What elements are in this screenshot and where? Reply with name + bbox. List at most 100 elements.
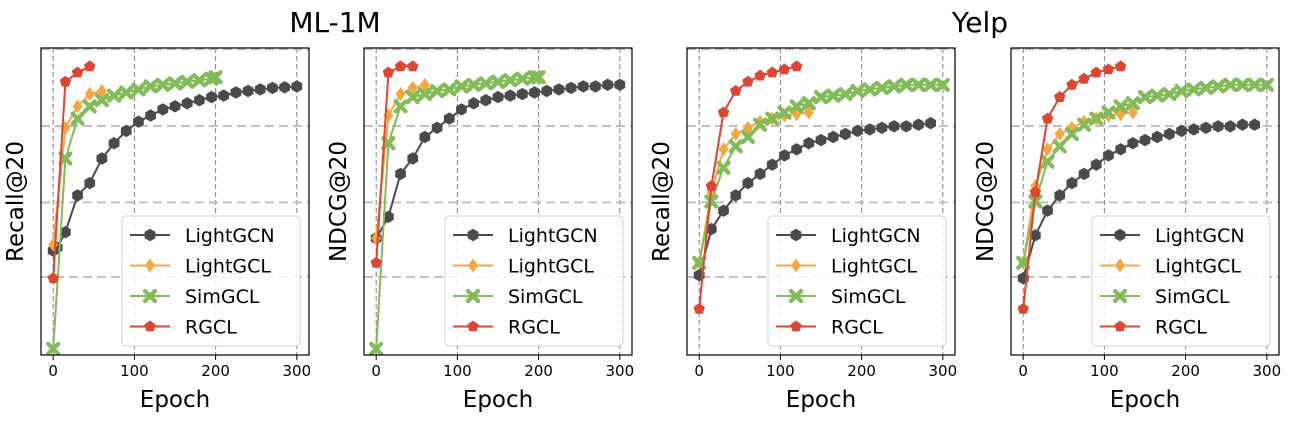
data-point-simgcl [478,76,493,91]
legend: LightGCN LightGCL SimGCL RGCL [121,215,301,347]
data-point-lightgcn [419,130,431,144]
chart-panel-2: 0 100 200 300 Epoch NDCG@20 LightGCN LightGCL Si… [326,47,634,413]
x-tick-label: 100 [766,362,795,380]
legend-label: RGCL [1155,317,1207,339]
data-point-lightgcl [803,105,814,120]
data-point-simgcl [1223,77,1238,92]
legend-marker-lightgcl [145,258,155,273]
x-tick-label: 100 [120,362,149,380]
data-point-lightgcn [803,137,815,150]
data-point-simgcl [1210,79,1226,94]
legend-label: LightGCL [508,256,594,278]
legend-marker-lightgcl [791,258,801,273]
legend-label: SimGCL [831,286,906,308]
data-point-simgcl [1101,105,1116,120]
legend-marker-simgcl [142,288,158,304]
series-simgcl [46,70,223,355]
data-point-lightgcn [541,84,553,98]
data-point-lightgcn [1054,189,1066,202]
data-point-lightgcn [181,97,193,110]
data-point-simgcl [442,82,457,97]
data-point-simgcl [777,105,792,120]
data-point-rgcl [754,69,766,81]
data-point-lightgcn [577,80,589,93]
data-point-lightgcn [529,86,540,99]
data-point-lightgcl [84,87,95,102]
data-point-lightgcn [1078,167,1090,181]
data-point-lightgcn [1237,118,1248,131]
chart-panel-3: 0 100 200 300 Epoch Recall@20 LightGCN LightGCL… [649,47,957,413]
data-point-simgcl [1064,126,1080,142]
data-point-lightgcn [1090,158,1102,171]
legend-entry-simgcl: SimGCL [453,286,583,308]
data-point-lightgcl [1054,126,1065,141]
data-point-simgcl [826,88,841,103]
data-point-rgcl [47,272,59,284]
data-point-lightgcl [1066,120,1077,135]
legend-label: RGCL [831,317,883,339]
data-point-simgcl [838,86,853,102]
data-point-lightgcn [1224,120,1236,133]
legend-marker-rgcl [467,320,479,332]
data-point-rgcl [1041,112,1054,124]
legend-entry-lightgcn: LightGCN [453,225,598,247]
legend-marker-rgcl [1114,320,1126,332]
legend-label: SimGCL [508,286,583,308]
y-axis-label: Recall@20 [3,141,29,262]
data-point-simgcl [119,85,134,100]
data-point-rgcl [717,106,730,118]
data-point-lightgcn [443,112,455,125]
data-point-lightgcn [492,90,504,104]
data-point-simgcl [208,70,223,85]
data-point-simgcl [1040,154,1055,169]
data-point-lightgcn [504,89,516,102]
data-point-lightgcn [614,78,626,91]
x-tick-label: 0 [694,362,704,380]
data-point-lightgcn [194,94,205,107]
data-point-rgcl [766,66,778,78]
data-point-lightgcn [1212,120,1224,133]
data-point-simgcl [1016,255,1031,270]
data-point-simgcl [429,83,445,99]
data-point-rgcl [1102,63,1115,75]
data-point-rgcl [382,66,395,78]
data-point-lightgcn [279,81,290,94]
legend-label: LightGCL [185,256,271,278]
data-point-lightgcn [840,127,851,141]
data-point-rgcl [730,85,742,96]
data-point-lightgcn [218,89,230,102]
plot-area [369,60,626,355]
data-point-simgcl [704,194,719,209]
data-point-simgcl [515,71,530,86]
data-point-lightgcn [72,189,83,202]
data-point-lightgcn [925,117,936,130]
data-point-lightgcn [590,80,601,93]
data-point-lightgcn [1176,124,1187,138]
x-tick-label: 100 [443,362,472,380]
data-point-lightgcn [169,100,181,113]
data-point-rgcl [407,60,419,72]
data-point-simgcl [393,99,408,114]
data-point-lightgcn [254,83,266,96]
data-point-rgcl [71,66,84,78]
data-point-simgcl [46,341,61,355]
data-point-simgcl [1198,80,1214,96]
data-point-lightgcn [60,226,71,239]
data-point-lightgcn [242,84,254,98]
data-point-simgcl [405,90,420,105]
y-axis-label: NDCG@20 [973,141,999,262]
data-point-simgcl [1235,77,1250,92]
data-point-lightgcn [431,121,443,134]
data-point-lightgcn [730,189,742,202]
data-point-lightgcl [1042,142,1053,157]
data-point-lightgcn [1127,137,1139,150]
data-point-simgcl [106,88,122,103]
data-point-rgcl [705,180,718,191]
data-point-lightgcn [1164,127,1175,141]
data-point-simgcl [862,82,877,97]
data-point-lightgcn [1151,130,1163,144]
legend-entry-lightgcn: LightGCN [1100,225,1245,247]
legend-marker-lightgcn [144,228,156,242]
data-point-rgcl [1078,72,1090,84]
data-point-lightgcn [706,222,717,236]
